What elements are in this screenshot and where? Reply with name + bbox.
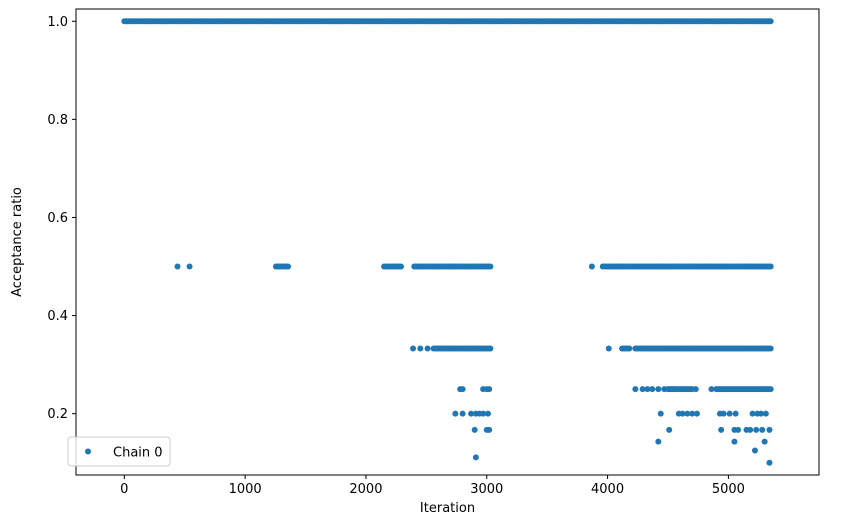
data-point — [644, 386, 651, 393]
data-point — [735, 426, 742, 433]
y-tick-label: 1.0 — [47, 15, 68, 30]
data-point — [767, 18, 774, 25]
data-point — [459, 386, 466, 393]
data-point — [639, 386, 646, 393]
data-point — [759, 426, 766, 433]
plot-frame — [75, 8, 820, 476]
data-point — [657, 410, 664, 417]
data-point — [747, 426, 754, 433]
data-point — [186, 263, 193, 270]
data-point — [732, 410, 739, 417]
data-point — [471, 426, 478, 433]
data-point — [726, 410, 733, 417]
data-point — [684, 410, 691, 417]
x-axis-label: Iteration — [420, 501, 475, 516]
data-point — [689, 386, 696, 393]
legend-marker — [85, 448, 91, 455]
x-tick-label: 4000 — [591, 482, 624, 497]
data-point — [766, 426, 773, 433]
data-point — [720, 410, 727, 417]
data-point — [655, 386, 662, 393]
data-point — [468, 410, 475, 417]
data-point — [708, 386, 715, 393]
data-point — [484, 410, 491, 417]
data-point — [588, 263, 595, 270]
y-axis: 0.2 0.4 0.6 0.8 1.0 — [47, 15, 76, 422]
data-point — [486, 426, 493, 433]
data-point — [731, 438, 738, 445]
data-point — [753, 426, 760, 433]
y-axis-label: Acceptance ratio — [10, 187, 25, 297]
data-point — [626, 345, 633, 352]
data-point — [758, 410, 765, 417]
data-point — [487, 263, 494, 270]
data-point — [487, 345, 494, 352]
data-point — [762, 410, 769, 417]
data-point — [767, 345, 774, 352]
data-point — [397, 263, 404, 270]
data-point — [655, 438, 662, 445]
data-point — [459, 410, 466, 417]
x-tick-label: 3000 — [470, 482, 503, 497]
y-tick-label: 0.2 — [47, 407, 68, 422]
data-point — [718, 426, 725, 433]
data-point — [472, 454, 479, 461]
x-axis: 0 1000 2000 3000 4000 5000 — [120, 475, 745, 497]
data-points — [121, 18, 774, 466]
x-tick-label: 1000 — [229, 482, 262, 497]
data-point — [693, 410, 700, 417]
x-tick-label: 5000 — [712, 482, 745, 497]
data-point — [417, 345, 424, 352]
data-point — [767, 386, 774, 393]
data-point — [766, 459, 773, 466]
y-tick-label: 0.8 — [47, 113, 68, 128]
data-point — [605, 345, 612, 352]
legend-box — [67, 436, 171, 467]
data-point — [285, 263, 292, 270]
data-point — [480, 410, 487, 417]
data-point — [486, 386, 493, 393]
legend-label: Chain 0 — [113, 446, 163, 461]
data-point — [452, 410, 459, 417]
data-point — [767, 263, 774, 270]
x-tick-label: 2000 — [349, 482, 382, 497]
data-point — [410, 345, 417, 352]
data-point — [666, 426, 673, 433]
data-point — [751, 447, 758, 454]
data-point — [174, 263, 181, 270]
x-tick-label: 0 — [120, 482, 128, 497]
data-point — [689, 410, 696, 417]
data-point — [649, 386, 656, 393]
data-point — [761, 438, 768, 445]
legend: Chain 0 — [67, 436, 171, 467]
data-point — [632, 386, 639, 393]
y-tick-label: 0.4 — [47, 309, 68, 324]
data-point — [749, 410, 756, 417]
data-point — [679, 410, 686, 417]
y-tick-label: 0.6 — [47, 211, 68, 226]
data-point — [424, 345, 431, 352]
